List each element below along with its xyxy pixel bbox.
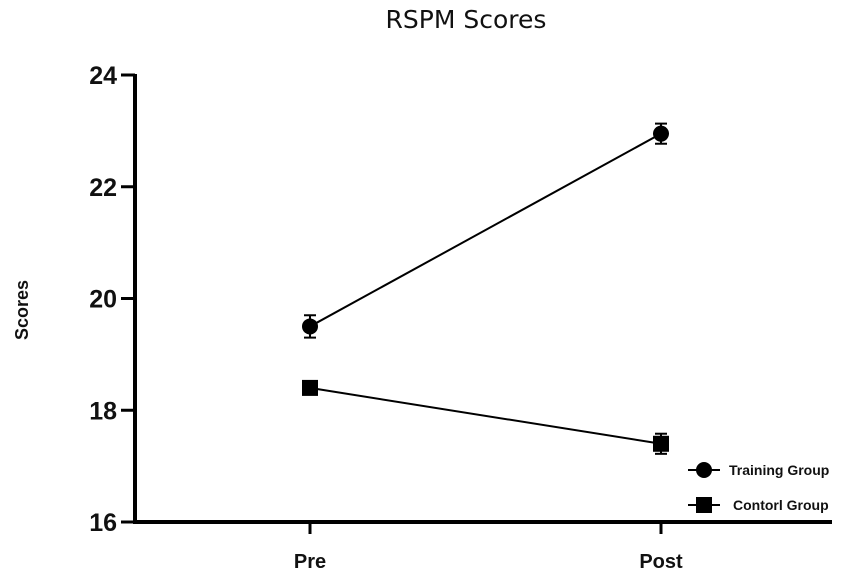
- y-tick-label: 22: [89, 174, 117, 202]
- x-tick-label: Post: [639, 551, 683, 573]
- legend: Training Group Contorl Group: [688, 462, 829, 513]
- data-point: [302, 318, 318, 335]
- plot-area: [302, 122, 669, 455]
- y-tick-label: 18: [89, 397, 117, 425]
- legend-marker: [696, 462, 712, 478]
- series-line: [309, 386, 662, 445]
- y-tick-label: 24: [89, 62, 117, 90]
- legend-marker: [696, 497, 712, 513]
- data-point: [653, 125, 669, 142]
- legend-label: Training Group: [729, 462, 829, 478]
- data-point: [653, 435, 669, 452]
- y-tick-label: 20: [89, 286, 117, 314]
- series-line: [309, 132, 662, 328]
- axes: 16 18 20 22 24 Pre Post: [89, 62, 832, 573]
- y-axis-label: Scores: [12, 280, 32, 340]
- chart-title: RSPM Scores: [386, 5, 547, 34]
- y-tick-label: 16: [89, 509, 117, 537]
- x-tick-label: Pre: [294, 551, 326, 573]
- legend-label: Contorl Group: [733, 497, 829, 513]
- data-point: [302, 379, 318, 396]
